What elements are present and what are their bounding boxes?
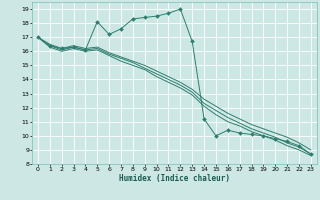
X-axis label: Humidex (Indice chaleur): Humidex (Indice chaleur) [119,174,230,183]
